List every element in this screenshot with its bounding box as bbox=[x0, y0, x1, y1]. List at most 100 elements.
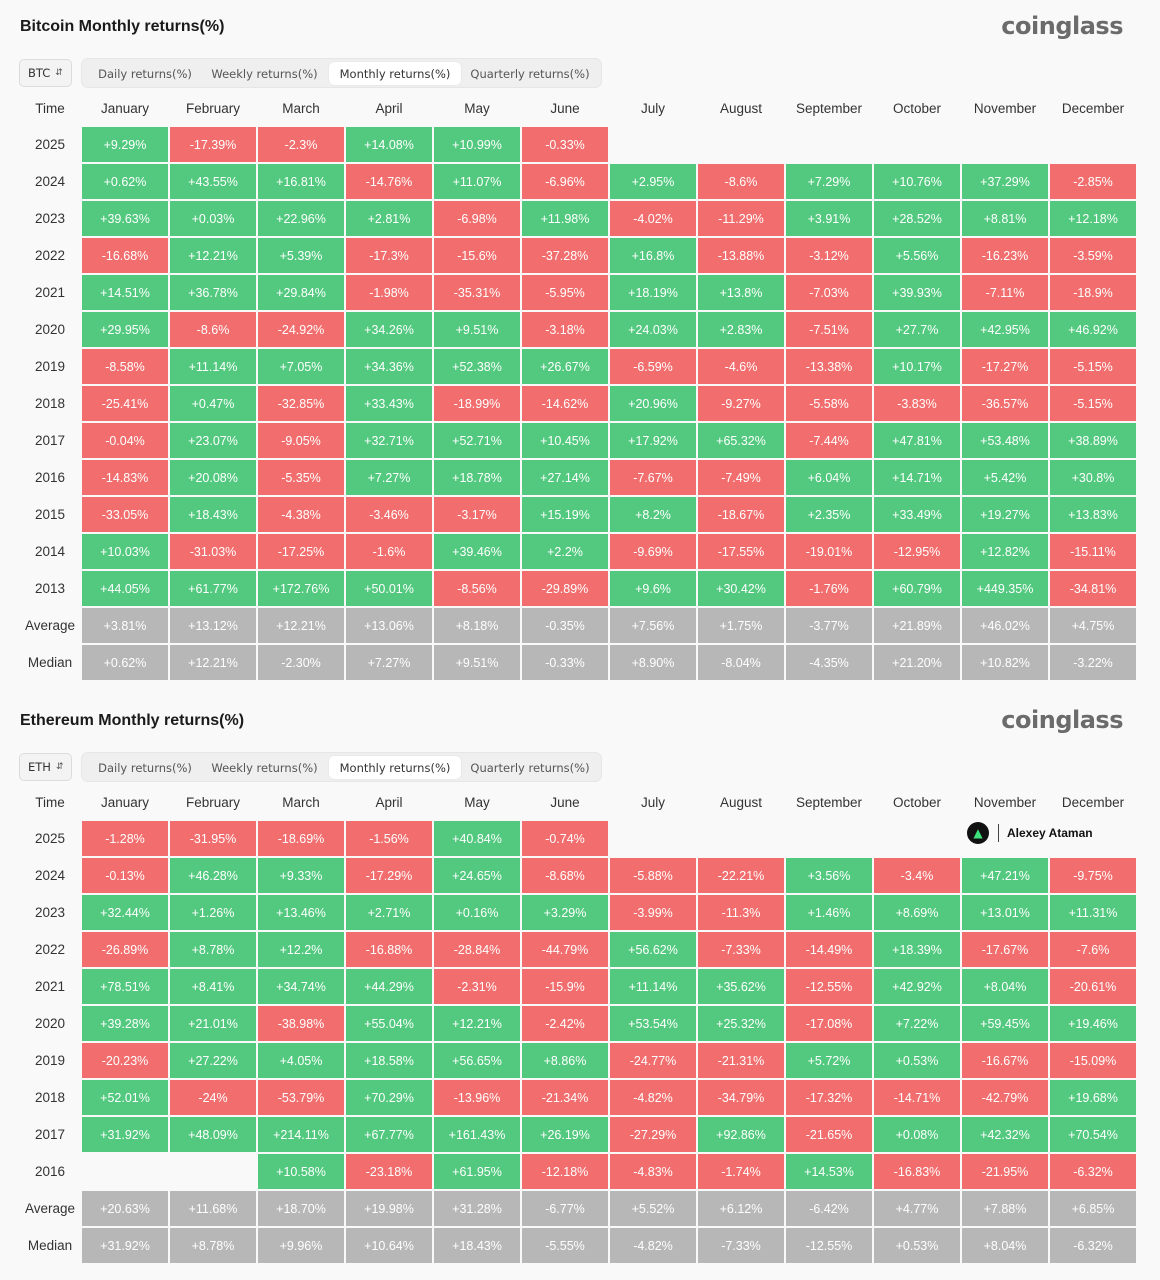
return-cell: +1.26% bbox=[170, 895, 256, 930]
column-header-june: June bbox=[550, 795, 580, 810]
return-cell: -7.33% bbox=[698, 932, 784, 967]
return-cell: +27.22% bbox=[170, 1043, 256, 1078]
return-cell: -22.21% bbox=[698, 858, 784, 893]
tab-weekly-returns[interactable]: Weekly returns(%) bbox=[211, 66, 318, 81]
return-cell: +24.03% bbox=[610, 312, 696, 347]
table-row: 2024 +0.62% +43.55% +16.81% -14.76% +11.07% -6… bbox=[20, 164, 1136, 199]
table-row: 2021 +14.51% +36.78% +29.84% -1.98% -35.31% -5… bbox=[20, 275, 1136, 310]
return-cell: +2.35% bbox=[786, 497, 872, 532]
return-cell: -5.95% bbox=[522, 275, 608, 310]
return-cell: +31.92% bbox=[82, 1228, 168, 1263]
return-cell: -3.46% bbox=[346, 497, 432, 532]
return-cell: -8.68% bbox=[522, 858, 608, 893]
return-cell: -16.67% bbox=[962, 1043, 1048, 1078]
return-cell: -24.77% bbox=[610, 1043, 696, 1078]
return-cell: +39.93% bbox=[874, 275, 960, 310]
tab-quarterly-returns[interactable]: Quarterly returns(%) bbox=[470, 66, 590, 81]
return-cell: +46.92% bbox=[1050, 312, 1136, 347]
return-cell: -38.98% bbox=[258, 1006, 344, 1041]
return-cell: -9.05% bbox=[258, 423, 344, 458]
return-cell: -17.32% bbox=[786, 1080, 872, 1115]
return-cell: -1.56% bbox=[346, 821, 432, 856]
row-label: 2025 bbox=[34, 137, 66, 152]
table-row: 2018 +52.01% -24% -53.79% +70.29% -13.96% -21.… bbox=[20, 1080, 1136, 1115]
return-cell: +18.78% bbox=[434, 460, 520, 495]
return-cell: +0.62% bbox=[82, 164, 168, 199]
empty-cell bbox=[962, 127, 1048, 162]
column-header-september: September bbox=[795, 795, 863, 810]
return-cell: +19.46% bbox=[1050, 1006, 1136, 1041]
return-cell: +52.71% bbox=[434, 423, 520, 458]
return-cell: +20.08% bbox=[170, 460, 256, 495]
return-cell: +9.96% bbox=[258, 1228, 344, 1263]
return-cell: -19.01% bbox=[786, 534, 872, 569]
return-cell: +5.56% bbox=[874, 238, 960, 273]
return-cell: +12.18% bbox=[1050, 201, 1136, 236]
table-row: 2016 +10.58% -23.18% +61.95% -12.18% -4.83% -1… bbox=[20, 1154, 1136, 1189]
return-cell: +34.26% bbox=[346, 312, 432, 347]
return-cell: +42.32% bbox=[962, 1117, 1048, 1152]
return-cell: -11.29% bbox=[698, 201, 784, 236]
return-cell: -3.4% bbox=[874, 858, 960, 893]
tab-quarterly-returns[interactable]: Quarterly returns(%) bbox=[470, 760, 590, 775]
return-cell: -5.15% bbox=[1050, 349, 1136, 384]
return-cell: +27.14% bbox=[522, 460, 608, 495]
table-row: 2018 -25.41% +0.47% -32.85% +33.43% -18.99% -1… bbox=[20, 386, 1136, 421]
column-header-may: May bbox=[464, 795, 490, 810]
empty-cell bbox=[786, 821, 872, 856]
return-cell: -8.6% bbox=[698, 164, 784, 199]
return-cell: +92.86% bbox=[698, 1117, 784, 1152]
tab-daily-returns[interactable]: Daily returns(%) bbox=[98, 760, 192, 775]
return-cell: +7.22% bbox=[874, 1006, 960, 1041]
return-cell: +50.01% bbox=[346, 571, 432, 606]
return-cell: -7.67% bbox=[610, 460, 696, 495]
return-cell: +47.81% bbox=[874, 423, 960, 458]
return-cell: +19.98% bbox=[346, 1191, 432, 1226]
return-cell: -9.75% bbox=[1050, 858, 1136, 893]
column-header-december: December bbox=[1061, 795, 1125, 810]
return-cell: +2.95% bbox=[610, 164, 696, 199]
row-label: 2025 bbox=[34, 831, 66, 846]
eth-title: Ethereum Monthly returns(%) bbox=[20, 712, 245, 729]
tab-daily-returns[interactable]: Daily returns(%) bbox=[98, 66, 192, 81]
return-cell: +0.62% bbox=[82, 645, 168, 680]
return-cell: -8.04% bbox=[698, 645, 784, 680]
return-cell: +38.89% bbox=[1050, 423, 1136, 458]
row-label: 2021 bbox=[34, 285, 66, 300]
tab-monthly-returns[interactable]: Monthly returns(%) bbox=[329, 62, 461, 85]
column-header-february: February bbox=[185, 101, 241, 116]
coinglass-logo: coinglass bbox=[1001, 12, 1123, 40]
return-cell: -37.28% bbox=[522, 238, 608, 273]
return-cell: +7.88% bbox=[962, 1191, 1048, 1226]
return-cell: +10.64% bbox=[346, 1228, 432, 1263]
btc-asset-select[interactable]: BTC ⇵ bbox=[19, 59, 72, 87]
return-cell: -15.6% bbox=[434, 238, 520, 273]
column-header-august: August bbox=[719, 795, 763, 810]
table-row: 2025 +9.29% -17.39% -2.3% +14.08% +10.99% -0.3… bbox=[20, 127, 1136, 162]
return-cell: +29.84% bbox=[258, 275, 344, 310]
return-cell: +53.48% bbox=[962, 423, 1048, 458]
column-header-june: June bbox=[550, 101, 580, 116]
return-cell: -42.79% bbox=[962, 1080, 1048, 1115]
return-cell: +14.08% bbox=[346, 127, 432, 162]
row-label: 2020 bbox=[34, 322, 66, 337]
return-cell: -17.25% bbox=[258, 534, 344, 569]
return-cell: +21.20% bbox=[874, 645, 960, 680]
return-cell: -7.44% bbox=[786, 423, 872, 458]
return-cell: -7.33% bbox=[698, 1228, 784, 1263]
tab-monthly-returns[interactable]: Monthly returns(%) bbox=[329, 756, 461, 779]
eth-asset-select[interactable]: ETH ⇵ bbox=[19, 753, 72, 781]
return-cell: +78.51% bbox=[82, 969, 168, 1004]
return-cell: +43.55% bbox=[170, 164, 256, 199]
return-cell: -44.79% bbox=[522, 932, 608, 967]
table-row: 2017 +31.92% +48.09% +214.11% +67.77% +161.43… bbox=[20, 1117, 1136, 1152]
table-row: 2015 -33.05% +18.43% -4.38% -3.46% -3.17% +15.… bbox=[20, 497, 1136, 532]
table-row: 2023 +39.63% +0.03% +22.96% +2.81% -6.98% +11.… bbox=[20, 201, 1136, 236]
return-cell: +0.03% bbox=[170, 201, 256, 236]
column-header-october: October bbox=[892, 795, 942, 810]
return-cell: +30.8% bbox=[1050, 460, 1136, 495]
return-cell: +449.35% bbox=[962, 571, 1048, 606]
return-cell: -20.61% bbox=[1050, 969, 1136, 1004]
tab-weekly-returns[interactable]: Weekly returns(%) bbox=[211, 760, 318, 775]
return-cell: +31.28% bbox=[434, 1191, 520, 1226]
